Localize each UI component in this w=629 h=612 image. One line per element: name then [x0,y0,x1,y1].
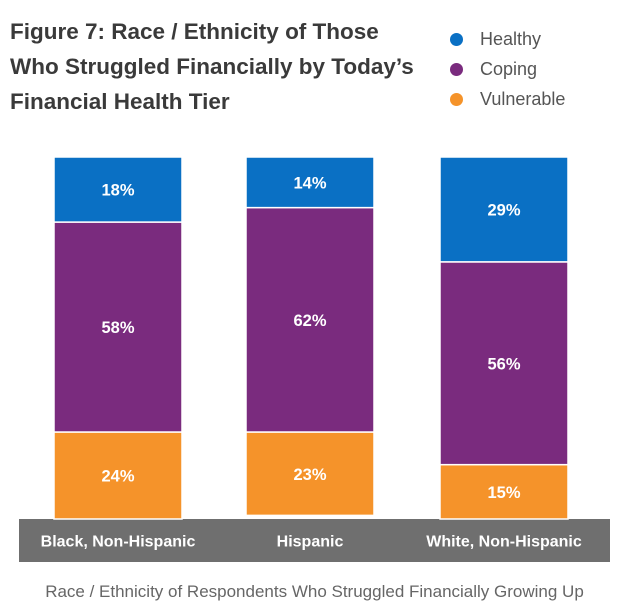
bar-segment-coping-3 [439,261,569,466]
data-label-vulnerable-3: 15% [487,484,520,502]
bar-segment-coping-2 [245,206,375,433]
legend: Healthy Coping Vulnerable [450,24,565,114]
bar-segment-vulnerable-2 [245,431,375,517]
legend-label-vulnerable: Vulnerable [480,88,566,109]
chart-title: Figure 7: Race / Ethnicity of Those Who … [10,19,414,114]
bar-segment-healthy-1 [53,156,183,223]
category-band [19,519,610,562]
data-label-vulnerable-2: 23% [293,466,326,484]
data-label-healthy-2: 14% [293,174,326,192]
data-label-coping-2: 62% [293,312,326,330]
legend-label-coping: Coping [480,58,538,79]
data-label-healthy-1: 18% [101,182,134,200]
legend-marker-coping [450,62,463,76]
legend-item-coping: Coping [450,54,565,84]
bar-segment-healthy-3 [439,156,569,263]
legend-item-vulnerable: Vulnerable [450,84,565,114]
bar-segment-vulnerable-1 [53,431,183,520]
category-label-3: White, Non-Hispanic [426,534,582,551]
legend-item-healthy: Healthy [450,24,565,54]
data-label-vulnerable-1: 24% [101,468,134,486]
legend-label-healthy: Healthy [480,28,542,49]
legend-marker-vulnerable [450,92,463,106]
x-axis-label: Race / Ethnicity of Respondents Who Stru… [45,582,584,601]
bar-segment-vulnerable-3 [439,463,569,520]
bar-segment-healthy-2 [245,156,375,209]
legend-marker-healthy [450,32,463,46]
category-label-1: Black, Non-Hispanic [41,534,196,551]
bar-segment-coping-1 [53,221,183,433]
data-label-coping-3: 56% [487,355,520,373]
category-label-2: Hispanic [277,534,344,551]
data-label-healthy-3: 29% [487,201,520,219]
data-label-coping-1: 58% [101,319,134,337]
